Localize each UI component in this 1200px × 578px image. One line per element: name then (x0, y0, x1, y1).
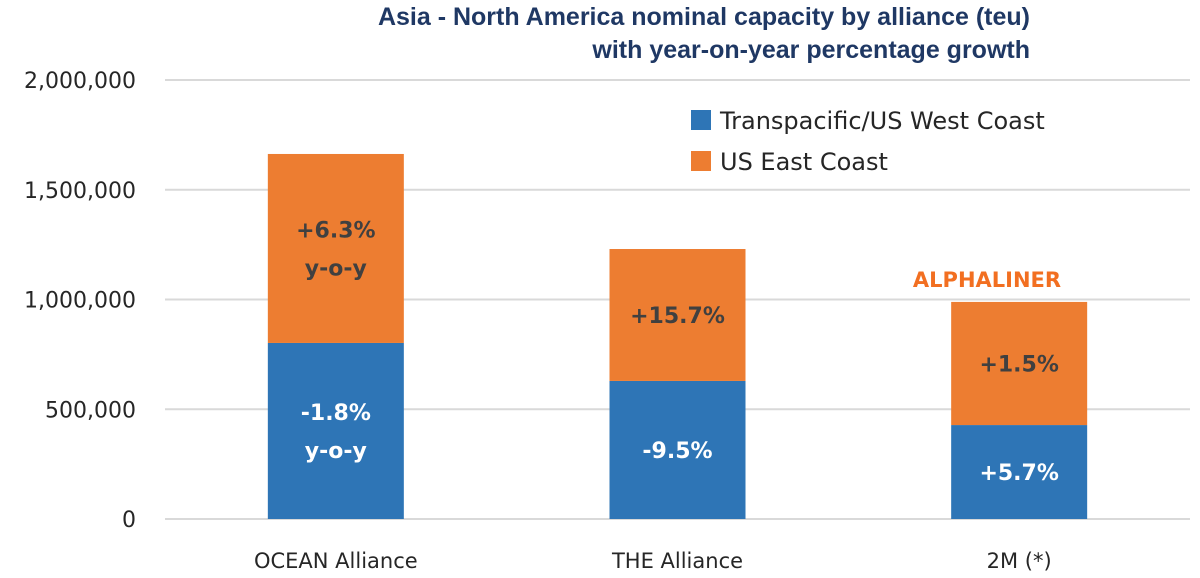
x-axis-category-labels: OCEAN Alliance THE Alliance 2M (*) (254, 549, 1052, 573)
x-category-label: OCEAN Alliance (254, 549, 418, 573)
bar-east-coast (267, 153, 404, 343)
legend-label-east-coast: US East Coast (720, 148, 888, 176)
data-label: +6.3% (296, 218, 375, 243)
data-label: y-o-y (305, 256, 367, 281)
chart-subtitle: with year-on-year percentage growth (591, 36, 1030, 64)
bar-west-coast (609, 380, 746, 519)
y-axis-tick-labels: 0 500,000 1,000,000 1,500,000 2,000,000 (24, 69, 136, 533)
y-tick-label: 1,000,000 (24, 289, 136, 314)
legend-swatch-east-coast (691, 151, 711, 171)
data-label: +1.5% (979, 352, 1058, 377)
bars: -1.8% y-o-y +6.3% y-o-y -9.5% +15.7% +5.7% +1.5… (267, 153, 1088, 519)
legend-label-west-coast: Transpacific/US West Coast (719, 107, 1045, 135)
bar-east-coast (951, 301, 1088, 426)
legend-swatch-west-coast (691, 110, 711, 130)
y-tick-label: 1,500,000 (24, 179, 136, 204)
data-label: y-o-y (305, 439, 367, 464)
bar-west-coast (267, 342, 404, 519)
x-category-label: THE Alliance (611, 549, 743, 573)
data-label: +15.7% (630, 304, 725, 329)
y-tick-label: 2,000,000 (24, 69, 136, 94)
data-label: -1.8% (301, 401, 371, 426)
x-category-label: 2M (*) (987, 549, 1052, 573)
chart-title: Asia - North America nominal capacity by… (378, 3, 1030, 31)
legend: Transpacific/US West Coast US East Coast (691, 107, 1045, 176)
bar-west-coast (951, 425, 1088, 519)
bar-east-coast (609, 249, 746, 381)
alphaliner-watermark: ALPHALINER (913, 268, 1061, 292)
y-tick-label: 0 (122, 508, 136, 533)
data-label: -9.5% (642, 439, 712, 464)
data-label: +5.7% (979, 461, 1058, 486)
y-tick-label: 500,000 (45, 398, 136, 423)
